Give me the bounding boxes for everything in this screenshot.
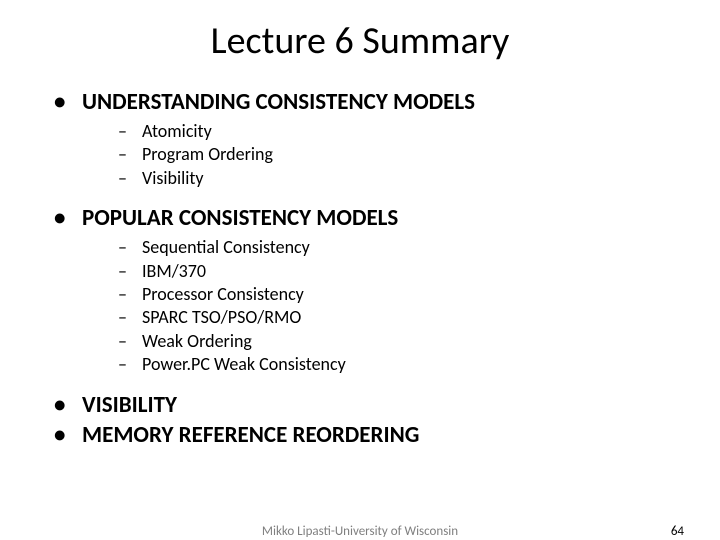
bullet-lvl2: Atomicity xyxy=(58,120,672,143)
bullet-lvl2: Processor Consistency xyxy=(58,283,672,306)
bullet-lvl2: Power.PC Weak Consistency xyxy=(58,353,672,376)
bullet-lvl2: Sequential Consistency xyxy=(58,236,672,259)
slide-title: Lecture 6 Summary xyxy=(0,0,720,74)
bullet-lvl2: Program Ordering xyxy=(58,143,672,166)
bullet-lvl2: IBM/370 xyxy=(58,260,672,283)
sub-list: Atomicity Program Ordering Visibility xyxy=(58,120,672,190)
bullet-list: UNDERSTANDING CONSISTENCY MODELS Atomici… xyxy=(48,88,672,449)
attribution-text: Mikko Lipasti-University of Wisconsin xyxy=(0,524,720,539)
sub-list: Sequential Consistency IBM/370 Processor… xyxy=(58,236,672,376)
bullet-label: POPULAR CONSISTENCY MODELS xyxy=(82,204,398,232)
bullet-lvl1: VISIBILITY xyxy=(58,391,672,419)
slide: Lecture 6 Summary UNDERSTANDING CONSISTE… xyxy=(0,0,720,540)
bullet-label: UNDERSTANDING CONSISTENCY MODELS xyxy=(82,88,475,116)
bullet-lvl2: Weak Ordering xyxy=(58,330,672,353)
bullet-label: VISIBILITY xyxy=(82,391,177,419)
bullet-lvl1: MEMORY REFERENCE REORDERING xyxy=(58,421,672,449)
content-area: UNDERSTANDING CONSISTENCY MODELS Atomici… xyxy=(0,88,720,449)
page-number: 64 xyxy=(671,524,684,539)
bullet-label: MEMORY REFERENCE REORDERING xyxy=(82,421,419,449)
bullet-lvl1: POPULAR CONSISTENCY MODELS xyxy=(58,204,672,232)
bullet-lvl1: UNDERSTANDING CONSISTENCY MODELS xyxy=(58,88,672,116)
bullet-lvl2: Visibility xyxy=(58,167,672,190)
bullet-lvl2: SPARC TSO/PSO/RMO xyxy=(58,306,672,329)
